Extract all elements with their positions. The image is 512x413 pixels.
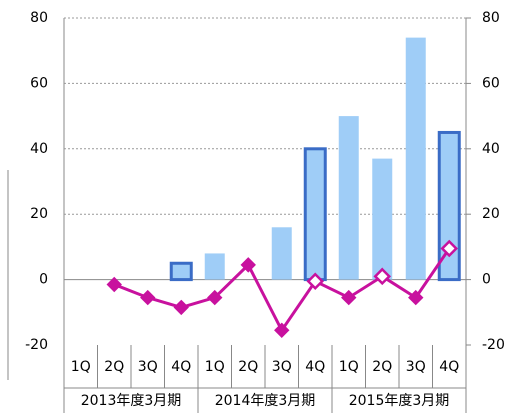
bar — [169, 261, 193, 282]
bar — [405, 37, 426, 280]
x-tick-label: 1Q — [205, 359, 225, 375]
line-marker — [240, 257, 256, 273]
line-marker — [373, 267, 392, 286]
bar — [338, 116, 359, 280]
group-label: 2015年度3月期 — [349, 393, 450, 409]
y-tick-label: 60 — [30, 75, 48, 91]
bar — [204, 253, 225, 280]
y2-tick-label: 40 — [482, 141, 500, 157]
y2-tick-label: 80 — [482, 10, 500, 26]
line-marker — [440, 239, 459, 258]
line-marker — [408, 289, 424, 306]
bar — [437, 130, 461, 282]
x-tick-label: 4Q — [171, 359, 191, 375]
group-label: 2014年度3月期 — [215, 393, 316, 409]
bar — [271, 227, 292, 280]
line-marker — [207, 289, 223, 306]
x-tick-label: 2Q — [104, 359, 124, 375]
y2-tick-label: 20 — [482, 206, 500, 222]
y-tick-label: 20 — [30, 206, 48, 222]
y2-tick-label: 60 — [482, 75, 500, 91]
line-marker — [106, 276, 122, 293]
y2-tick-label: 0 — [482, 272, 491, 288]
x-tick-label: 3Q — [138, 359, 158, 375]
line-marker — [140, 289, 156, 306]
y-tick-label: 40 — [30, 141, 48, 157]
line-marker — [306, 272, 325, 291]
x-tick-label: 4Q — [305, 359, 325, 375]
x-tick-label: 2Q — [238, 359, 258, 375]
y-tick-label: 80 — [30, 10, 48, 26]
bar — [372, 158, 393, 280]
y2-tick-label: -20 — [482, 337, 505, 353]
line-marker — [341, 289, 357, 306]
x-tick-label: 4Q — [439, 359, 459, 375]
x-tick-label: 2Q — [372, 359, 392, 375]
y-tick-label: -20 — [25, 337, 48, 353]
bar — [303, 147, 327, 282]
line-marker — [274, 322, 290, 338]
line-marker — [173, 299, 189, 316]
x-tick-label: 1Q — [339, 359, 359, 375]
x-tick-label: 3Q — [272, 359, 292, 375]
y-tick-label: 0 — [39, 272, 48, 288]
x-tick-label: 1Q — [71, 359, 91, 375]
x-tick-label: 3Q — [406, 359, 426, 375]
group-label: 2013年度3月期 — [81, 393, 182, 409]
